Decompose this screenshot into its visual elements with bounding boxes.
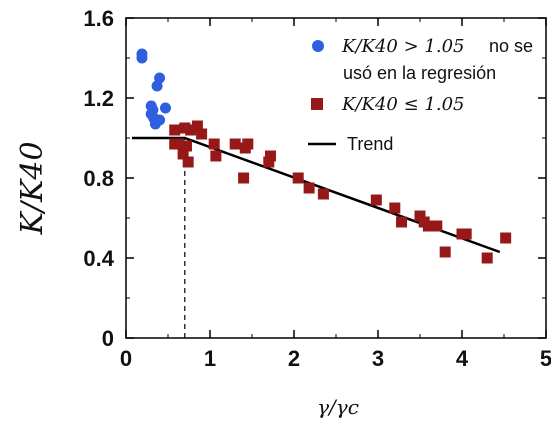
x-tick-label: 4 [456, 346, 469, 371]
y-tick-label: 0.4 [83, 246, 114, 271]
legend: K/K40 > 1.05 no se usó en la regresión K… [308, 36, 533, 154]
data-point-included [500, 232, 512, 244]
data-point-included [303, 182, 315, 194]
data-point-included [242, 138, 254, 150]
legend-marker-included [311, 98, 323, 110]
x-tick-label: 3 [372, 346, 384, 371]
x-tick-label: 2 [288, 346, 300, 371]
legend-trend-label: Trend [347, 134, 393, 154]
data-point-included [191, 120, 203, 132]
y-tick-label: 1.2 [83, 86, 114, 111]
data-point-included [396, 216, 408, 228]
data-point-excluded [154, 114, 166, 126]
data-point-excluded [154, 72, 166, 84]
data-points [136, 48, 512, 264]
x-axis-label: γ/γc [317, 395, 359, 419]
data-point-included [179, 122, 191, 134]
data-point-included [370, 194, 382, 206]
data-point-included [180, 140, 192, 152]
data-point-included [208, 138, 220, 150]
tick-labels: 0 1 2 3 4 5 0 0.4 0.8 1.2 1.6 [83, 6, 551, 371]
legend-marker-excluded [312, 40, 324, 52]
data-point-included [439, 246, 451, 258]
legend-excluded-math: K/K40 > 1.05 [341, 36, 464, 57]
data-point-included [182, 156, 194, 168]
x-tick-label: 5 [540, 346, 551, 371]
data-point-included [185, 124, 197, 136]
data-point-included [460, 228, 472, 240]
legend-excluded-text-2: usó en la regresión [343, 63, 496, 83]
data-point-included [177, 148, 189, 160]
x-tick-label: 1 [204, 346, 216, 371]
data-point-excluded [136, 52, 148, 64]
chart-lines [131, 136, 501, 338]
data-point-excluded [147, 104, 159, 116]
x-tick-label: 0 [120, 346, 132, 371]
data-point-included [292, 172, 304, 184]
data-point-excluded [159, 102, 171, 114]
legend-excluded-text-1: no se [489, 36, 533, 56]
y-axis-label: K/K40 [15, 141, 50, 235]
data-point-included [431, 220, 443, 232]
data-point-included [263, 156, 275, 168]
data-point-included [173, 138, 185, 150]
data-point-included [317, 188, 329, 200]
data-point-included [422, 220, 434, 232]
y-tick-label: 1.6 [83, 6, 114, 31]
data-point-included [481, 252, 493, 264]
data-point-included [264, 150, 276, 162]
data-point-included [210, 150, 222, 162]
data-point-included [169, 124, 181, 136]
data-point-included [196, 128, 208, 140]
y-tick-label: 0 [102, 326, 114, 351]
axis-ticks [125, 17, 547, 339]
trend-line [131, 136, 501, 254]
data-point-included [229, 138, 241, 150]
data-point-included [414, 210, 426, 222]
data-point-included [238, 172, 250, 184]
data-point-included [389, 202, 401, 214]
y-tick-label: 0.8 [83, 166, 114, 191]
legend-included-math: K/K40 ≤ 1.05 [341, 94, 464, 115]
